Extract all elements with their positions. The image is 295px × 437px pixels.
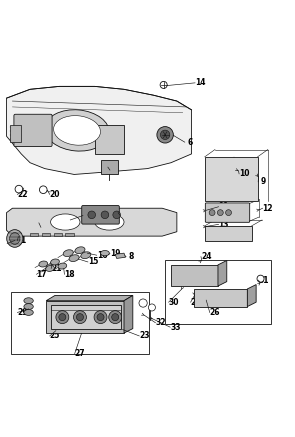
Circle shape bbox=[157, 127, 173, 143]
Circle shape bbox=[88, 211, 96, 218]
Circle shape bbox=[113, 211, 120, 218]
Text: 30: 30 bbox=[169, 298, 179, 307]
Text: 26: 26 bbox=[210, 308, 220, 317]
Circle shape bbox=[109, 311, 122, 324]
Text: 33: 33 bbox=[170, 323, 181, 332]
Text: 3: 3 bbox=[123, 211, 128, 220]
Ellipse shape bbox=[39, 261, 47, 267]
Polygon shape bbox=[6, 208, 177, 236]
Circle shape bbox=[226, 210, 232, 215]
Bar bbox=[11, 292, 149, 354]
Text: 29: 29 bbox=[17, 308, 28, 317]
Ellipse shape bbox=[101, 250, 109, 256]
Ellipse shape bbox=[24, 304, 33, 309]
Bar bbox=[205, 226, 252, 240]
Circle shape bbox=[40, 186, 47, 194]
Polygon shape bbox=[124, 295, 133, 333]
Text: 11: 11 bbox=[219, 202, 229, 211]
Ellipse shape bbox=[51, 214, 80, 230]
Text: 19: 19 bbox=[110, 249, 120, 258]
Ellipse shape bbox=[51, 259, 59, 265]
Ellipse shape bbox=[58, 263, 67, 269]
Circle shape bbox=[112, 314, 119, 321]
Text: 4: 4 bbox=[73, 215, 78, 225]
Text: 18: 18 bbox=[64, 270, 75, 279]
Bar bbox=[101, 160, 118, 174]
Ellipse shape bbox=[95, 214, 124, 230]
Ellipse shape bbox=[75, 247, 85, 253]
Text: 16: 16 bbox=[97, 251, 107, 260]
Polygon shape bbox=[6, 87, 191, 174]
Text: 10: 10 bbox=[239, 170, 250, 178]
Circle shape bbox=[56, 311, 69, 324]
Text: 21: 21 bbox=[51, 264, 62, 273]
Text: 27: 27 bbox=[75, 349, 85, 358]
Text: 6: 6 bbox=[187, 138, 193, 147]
Circle shape bbox=[209, 210, 215, 215]
Circle shape bbox=[97, 314, 104, 321]
Circle shape bbox=[59, 314, 66, 321]
Text: 20: 20 bbox=[50, 190, 60, 199]
Text: 2: 2 bbox=[44, 223, 49, 232]
Ellipse shape bbox=[63, 250, 73, 257]
FancyBboxPatch shape bbox=[205, 203, 250, 222]
Bar bbox=[65, 232, 73, 236]
Text: 12: 12 bbox=[263, 204, 273, 213]
Text: 7: 7 bbox=[112, 166, 118, 174]
Circle shape bbox=[76, 314, 83, 321]
Bar bbox=[205, 157, 258, 201]
Circle shape bbox=[94, 311, 107, 324]
Text: 31: 31 bbox=[258, 276, 269, 284]
Ellipse shape bbox=[7, 230, 23, 247]
Text: 17: 17 bbox=[37, 270, 47, 279]
Text: 5: 5 bbox=[10, 239, 15, 248]
Text: 28: 28 bbox=[191, 298, 201, 307]
Circle shape bbox=[160, 81, 167, 88]
Circle shape bbox=[217, 210, 223, 215]
Circle shape bbox=[15, 185, 23, 193]
Bar bbox=[165, 260, 271, 324]
Ellipse shape bbox=[46, 265, 54, 271]
Polygon shape bbox=[46, 301, 124, 333]
Circle shape bbox=[73, 311, 86, 324]
Polygon shape bbox=[194, 289, 247, 307]
Circle shape bbox=[101, 211, 109, 218]
Polygon shape bbox=[46, 295, 133, 301]
Text: 14: 14 bbox=[195, 78, 206, 87]
Text: 8: 8 bbox=[129, 252, 134, 261]
Polygon shape bbox=[171, 265, 218, 286]
Text: 24: 24 bbox=[201, 252, 212, 261]
Text: 13: 13 bbox=[219, 220, 229, 229]
Text: 9: 9 bbox=[261, 177, 266, 186]
Ellipse shape bbox=[24, 298, 33, 304]
Polygon shape bbox=[218, 260, 227, 286]
Text: 15: 15 bbox=[88, 257, 98, 267]
Ellipse shape bbox=[81, 252, 91, 259]
Ellipse shape bbox=[54, 116, 101, 145]
Bar bbox=[30, 232, 38, 236]
Bar bbox=[95, 125, 124, 154]
Text: 23: 23 bbox=[139, 331, 150, 340]
FancyBboxPatch shape bbox=[14, 114, 52, 146]
Bar bbox=[9, 125, 21, 142]
Ellipse shape bbox=[24, 309, 33, 316]
Text: 1: 1 bbox=[20, 236, 25, 245]
Circle shape bbox=[257, 275, 264, 282]
Ellipse shape bbox=[69, 255, 79, 261]
Bar bbox=[42, 232, 50, 236]
Bar bbox=[54, 232, 62, 236]
Circle shape bbox=[139, 299, 147, 307]
FancyBboxPatch shape bbox=[82, 205, 119, 224]
Polygon shape bbox=[247, 284, 256, 307]
Text: 25: 25 bbox=[50, 331, 60, 340]
Circle shape bbox=[160, 130, 170, 139]
Polygon shape bbox=[115, 253, 125, 258]
Text: 32: 32 bbox=[155, 318, 166, 327]
Circle shape bbox=[148, 304, 155, 311]
Ellipse shape bbox=[10, 232, 20, 244]
Polygon shape bbox=[51, 305, 121, 329]
Text: 22: 22 bbox=[17, 190, 28, 199]
Ellipse shape bbox=[45, 110, 109, 151]
